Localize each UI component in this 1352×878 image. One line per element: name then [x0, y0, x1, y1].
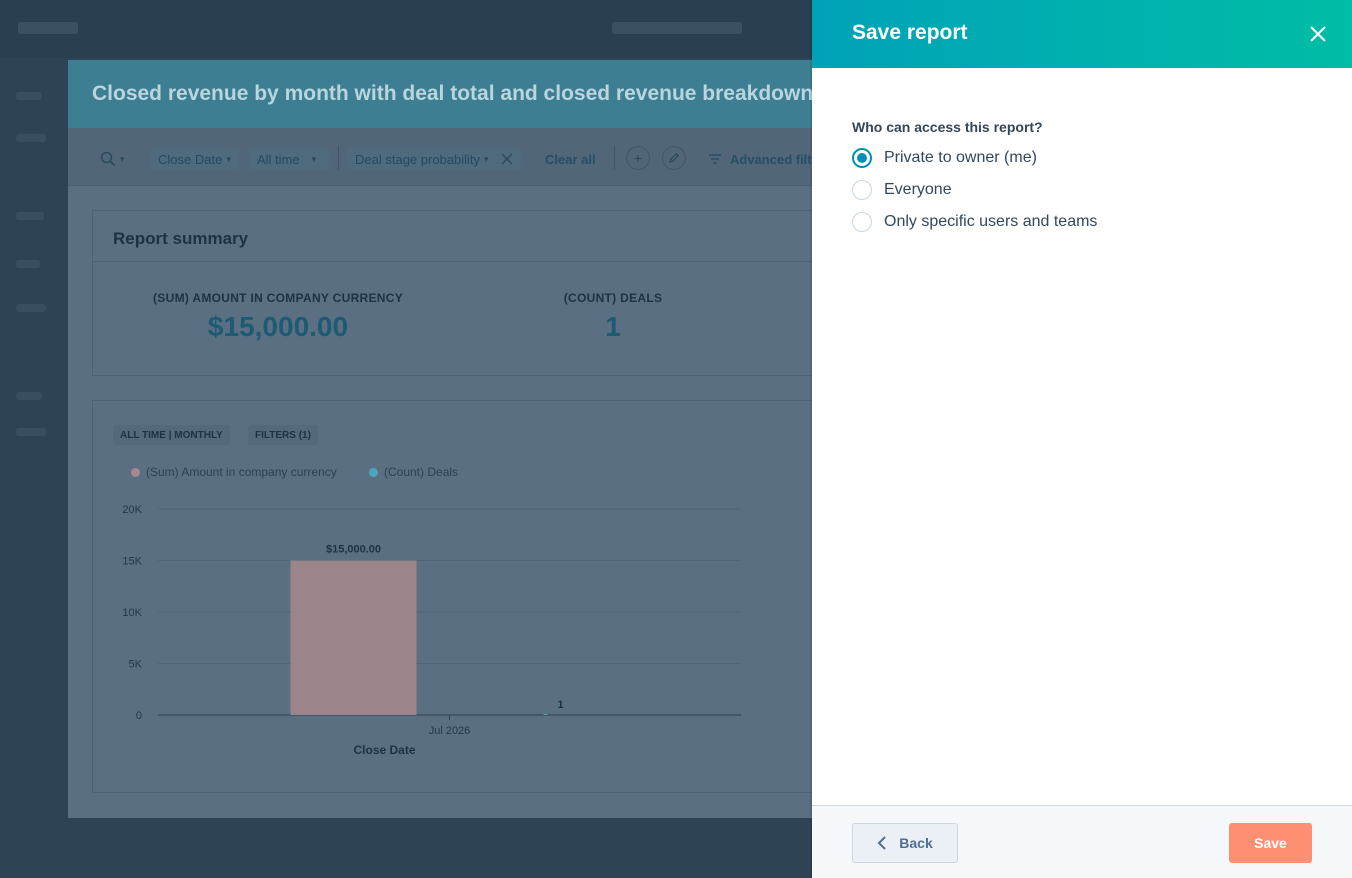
- legend-item-deals[interactable]: (Count) Deals: [369, 465, 458, 479]
- bar-deals: [543, 714, 548, 715]
- y-tick-label: 0: [136, 710, 142, 722]
- chevron-left-icon: [877, 836, 886, 850]
- legend-label: (Sum) Amount in company currency: [146, 465, 337, 479]
- plus-icon: +: [633, 150, 643, 166]
- back-button[interactable]: Back: [852, 823, 958, 863]
- background-placeholder: [16, 134, 46, 142]
- x-axis-label: Close Date: [353, 743, 415, 757]
- radio-label: Everyone: [884, 181, 952, 198]
- background-placeholder: [16, 392, 42, 400]
- y-tick-label: 10K: [122, 607, 142, 619]
- background-placeholder: [16, 260, 40, 268]
- background-placeholder: [16, 92, 42, 100]
- date-range-chip[interactable]: ALL TIME | MONTHLY: [113, 425, 230, 445]
- add-filter-button[interactable]: +: [626, 146, 650, 170]
- background-placeholder: [612, 22, 742, 34]
- date-range-filter-label: All time: [257, 151, 300, 167]
- report-modal: Closed revenue by month with deal total …: [68, 60, 828, 818]
- kpi-value: $15,000.00: [207, 311, 349, 342]
- filter-separator: [338, 146, 339, 170]
- advanced-filters-label: Advanced filte: [730, 151, 819, 167]
- background-placeholder: [16, 304, 46, 312]
- bar-data-label: 1: [557, 699, 563, 711]
- radio-label: Private to owner (me): [884, 149, 1037, 166]
- access-question: Who can access this report?: [852, 119, 1043, 135]
- clear-all-link[interactable]: Clear all: [545, 151, 596, 167]
- close-date-filter[interactable]: Close Date ▾: [150, 148, 239, 170]
- report-title: Closed revenue by month with deal total …: [92, 82, 814, 105]
- pencil-icon: [669, 152, 680, 163]
- filters-chip[interactable]: FILTERS (1): [248, 425, 318, 445]
- deal-stage-filter-label: Deal stage probability: [355, 151, 481, 167]
- y-tick-label: 15K: [122, 556, 142, 568]
- caret-down-icon: ▾: [311, 153, 317, 164]
- panel-footer: Back Save: [812, 805, 1352, 878]
- summary-title: Report summary: [113, 229, 249, 248]
- kpi-label: (SUM) AMOUNT IN COMPANY CURRENCY: [153, 291, 404, 305]
- search-icon: [100, 151, 116, 167]
- y-tick-label: 5K: [129, 659, 143, 671]
- access-option-specific[interactable]: Only specific users and teams: [852, 210, 1097, 234]
- kpi-value: 1: [605, 311, 621, 342]
- report-header: Closed revenue by month with deal total …: [68, 60, 828, 128]
- save-report-panel: Save report Who can access this report? …: [812, 0, 1352, 878]
- bar-chart: 0 5K 10K 15K 20K $15,000.00 1 Jul 2026 Close Dat…: [122, 504, 741, 757]
- panel-header: Save report: [812, 0, 1352, 68]
- report-summary-card: Report summary (SUM) AMOUNT IN COMPANY C…: [92, 210, 828, 376]
- caret-down-icon: ▾: [484, 153, 489, 164]
- chart-card: ALL TIME | MONTHLY FILTERS (1) (Sum) Amo…: [92, 400, 828, 793]
- radio-button[interactable]: [852, 212, 872, 232]
- background-placeholder: [18, 22, 78, 34]
- back-button-label: Back: [899, 835, 933, 851]
- panel-title: Save report: [852, 21, 968, 44]
- kpi-amount: (SUM) AMOUNT IN COMPANY CURRENCY $15,000…: [153, 291, 403, 343]
- background-placeholder: [16, 428, 46, 436]
- date-range-filter[interactable]: All time ▾: [249, 148, 329, 170]
- close-icon[interactable]: [1306, 22, 1330, 46]
- kpi-deals: (COUNT) DEALS 1: [538, 291, 688, 343]
- filter-bar: ▾ Close Date ▾ All time ▾ Deal stage pro…: [68, 128, 828, 186]
- access-option-everyone[interactable]: Everyone: [852, 178, 952, 202]
- deal-stage-filter[interactable]: Deal stage probability ▾: [347, 148, 521, 170]
- background-placeholder: [16, 212, 44, 220]
- legend-item-amount[interactable]: (Sum) Amount in company currency: [131, 465, 337, 479]
- legend-swatch: [369, 467, 378, 477]
- legend-swatch: [131, 467, 140, 477]
- edit-button[interactable]: [662, 146, 686, 170]
- filter-separator: [614, 146, 615, 170]
- summary-divider: [93, 261, 827, 262]
- radio-button[interactable]: [852, 148, 872, 168]
- kpi-label: (COUNT) DEALS: [563, 291, 663, 305]
- radio-button[interactable]: [852, 180, 872, 200]
- save-button[interactable]: Save: [1229, 823, 1312, 863]
- advanced-filters-button[interactable]: Advanced filte: [700, 148, 827, 170]
- access-option-private[interactable]: Private to owner (me): [852, 146, 1037, 170]
- caret-down-icon: ▾: [120, 153, 125, 164]
- remove-filter-icon[interactable]: [501, 153, 513, 165]
- close-date-filter-label: Close Date: [158, 151, 223, 167]
- filter-icon: [709, 154, 721, 164]
- bar-amount: [290, 560, 417, 715]
- y-tick-label: 20K: [122, 504, 142, 516]
- bar-data-label: $15,000.00: [326, 544, 381, 556]
- caret-down-icon: ▾: [226, 153, 231, 164]
- x-tick-label: Jul 2026: [429, 725, 471, 737]
- legend-label: (Count) Deals: [384, 465, 459, 479]
- search-filter-button[interactable]: ▾: [92, 148, 133, 170]
- radio-label: Only specific users and teams: [884, 213, 1098, 230]
